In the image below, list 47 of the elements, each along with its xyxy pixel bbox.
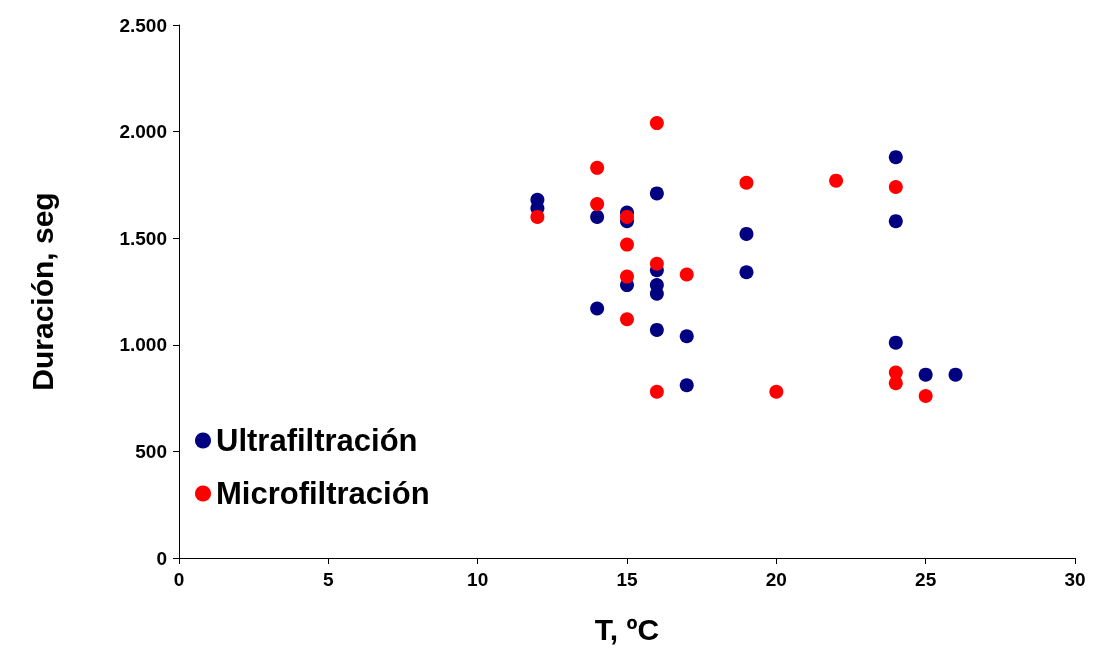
x-tick-label: 0 — [173, 569, 185, 590]
point — [530, 209, 545, 224]
legend-label: Microfiltración — [216, 476, 430, 511]
legend-label: Ultrafiltración — [216, 423, 418, 458]
y-tick-label: 1.500 — [119, 227, 167, 249]
point — [948, 367, 963, 382]
point — [649, 186, 664, 201]
point — [620, 237, 634, 252]
y-tick-label: 2.500 — [119, 14, 167, 36]
point — [918, 367, 933, 382]
point — [649, 322, 664, 337]
x-tick-label: 15 — [616, 569, 638, 590]
point — [679, 267, 694, 282]
x-tick-label: 10 — [467, 569, 489, 590]
point — [888, 214, 903, 229]
point — [739, 226, 754, 241]
x-tick-label: 25 — [915, 569, 937, 590]
point — [590, 197, 605, 212]
point — [829, 173, 844, 188]
point — [679, 329, 694, 344]
point — [888, 180, 903, 195]
x-tick-label: 5 — [323, 569, 335, 590]
point — [590, 160, 605, 175]
x-tick-label: 20 — [765, 569, 787, 590]
point — [620, 312, 634, 327]
y-tick-label: 500 — [135, 440, 167, 462]
point — [590, 209, 605, 224]
y-axis-title: Duración, seg — [25, 192, 59, 391]
point — [649, 384, 664, 399]
point — [888, 376, 903, 391]
point — [590, 301, 605, 316]
point — [888, 150, 903, 165]
y-tick-label: 1.000 — [119, 334, 167, 356]
point — [649, 116, 664, 131]
point — [739, 265, 754, 280]
point — [888, 335, 903, 350]
x-tick-label: 30 — [1064, 569, 1086, 590]
point — [769, 384, 784, 399]
point — [679, 378, 694, 393]
point — [918, 388, 933, 403]
point — [620, 269, 634, 284]
point — [620, 209, 634, 224]
point — [649, 256, 664, 271]
y-tick-label: 2.000 — [119, 121, 167, 143]
y-tick-label: 0 — [156, 547, 167, 569]
point — [739, 175, 754, 190]
x-axis-title: T, ºC — [594, 612, 660, 646]
